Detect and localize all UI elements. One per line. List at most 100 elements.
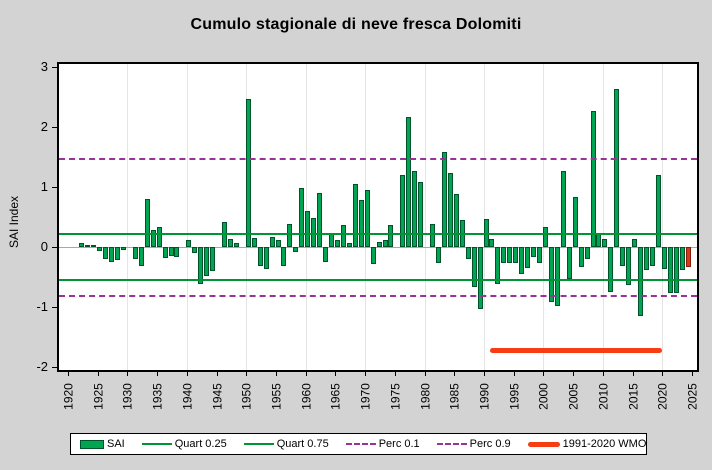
x-tick [573,372,575,376]
sai-bar [382,239,388,247]
sai-bar [329,233,334,247]
x-tick [692,372,693,376]
sai-bar [447,173,453,247]
sai-bar [168,247,174,256]
sai-bar [79,243,85,247]
gridline [543,64,545,370]
gridline [662,64,664,370]
sai-bar [144,199,150,247]
sai-bar [602,239,608,247]
sai-bar [174,247,180,258]
zero-line [59,247,697,248]
sai-bar [430,224,435,247]
x-tick [335,372,337,376]
x-tick-label: 2005 [566,383,581,410]
sai-bar [233,242,239,247]
gridline [186,64,188,370]
legend-item-sai: SAI [80,438,125,450]
sai-bar [620,247,626,266]
sai-bar [346,243,352,247]
sai-bar [204,247,210,276]
y-tick [52,367,57,368]
x-tick [484,372,485,376]
sai-bar [578,247,584,268]
sai-bar [269,237,275,247]
y-tick [52,127,57,128]
sai-bar [198,247,204,285]
x-tick-label: 2015 [626,383,641,410]
refline-perc-0-1 [59,295,697,298]
x-tick-label: 1930 [120,383,135,410]
sai-bar [465,247,471,259]
x-tick-label: 1920 [61,383,76,410]
x-tick-label: 2025 [685,383,700,410]
x-tick-label: 1980 [418,383,433,410]
x-tick-label: 1995 [507,383,522,410]
sai-bar [376,242,382,247]
x-tick-label: 1970 [358,383,373,410]
sai-bar [275,239,281,247]
x-tick [127,372,129,376]
legend-item-perc-0-1: Perc 0.1 [345,438,420,450]
x-tick [68,372,69,376]
x-tick-label: 1950 [239,383,254,410]
sai-bar [162,247,168,258]
legend-swatch-dash [345,443,376,445]
sai-bar [156,227,162,247]
sai-bar [293,247,299,253]
sai-bar [584,247,590,259]
legend-label: SAI [107,438,125,450]
sai-bar [245,98,251,247]
legend-swatch-line [141,443,172,445]
x-tick [662,372,664,376]
x-tick [276,372,277,376]
plot-inner [59,64,697,370]
y-tick [52,247,57,248]
sai-bar [643,247,649,271]
sai-bar [121,247,126,250]
x-tick [632,372,634,376]
sai-bar [566,247,572,279]
sai-bar [287,224,293,247]
x-tick-label: 1925 [91,383,106,410]
refline-quart-0-75 [59,232,697,235]
x-tick-label: 1955 [269,383,284,410]
y-tick [52,307,57,308]
x-tick [157,372,159,376]
x-tick-label: 1935 [150,383,165,410]
sai-bar [661,247,667,269]
sai-bar [305,211,311,247]
sai-bar [412,170,418,247]
sai-bar [548,247,554,303]
sai-bar [679,247,685,271]
sai-bar [352,184,358,247]
sai-bar [614,89,620,247]
sai-bar [317,193,323,247]
x-tick [246,372,248,376]
legend-label: Perc 0.9 [469,438,511,450]
x-tick [394,372,396,376]
x-tick-label: 1990 [477,383,492,410]
x-tick-label: 1965 [328,383,343,410]
x-tick [186,372,188,376]
y-tick-label: -2 [36,359,48,374]
x-tick [602,372,604,376]
y-tick [52,187,57,188]
sai-bar [632,239,638,247]
x-tick [216,372,218,376]
sai-bar [186,239,192,247]
gridline [424,64,426,370]
legend-label: Quart 0.75 [276,438,329,450]
x-tick-label: 2010 [596,383,611,410]
sai-bar [519,247,525,274]
refline-quart-0-25 [59,279,697,281]
y-tick-label: -1 [36,299,48,314]
sai-bar [525,247,531,268]
x-tick [454,372,456,376]
sai-bar [311,217,317,247]
chart-title: Cumulo stagionale di neve fresca Dolomit… [190,16,522,33]
legend-item-1991-2020-wmo: 1991-2020 WMO [527,438,646,450]
sai-bar [471,247,477,288]
sai-bar [406,117,412,247]
y-tick-label: 1 [40,179,48,194]
